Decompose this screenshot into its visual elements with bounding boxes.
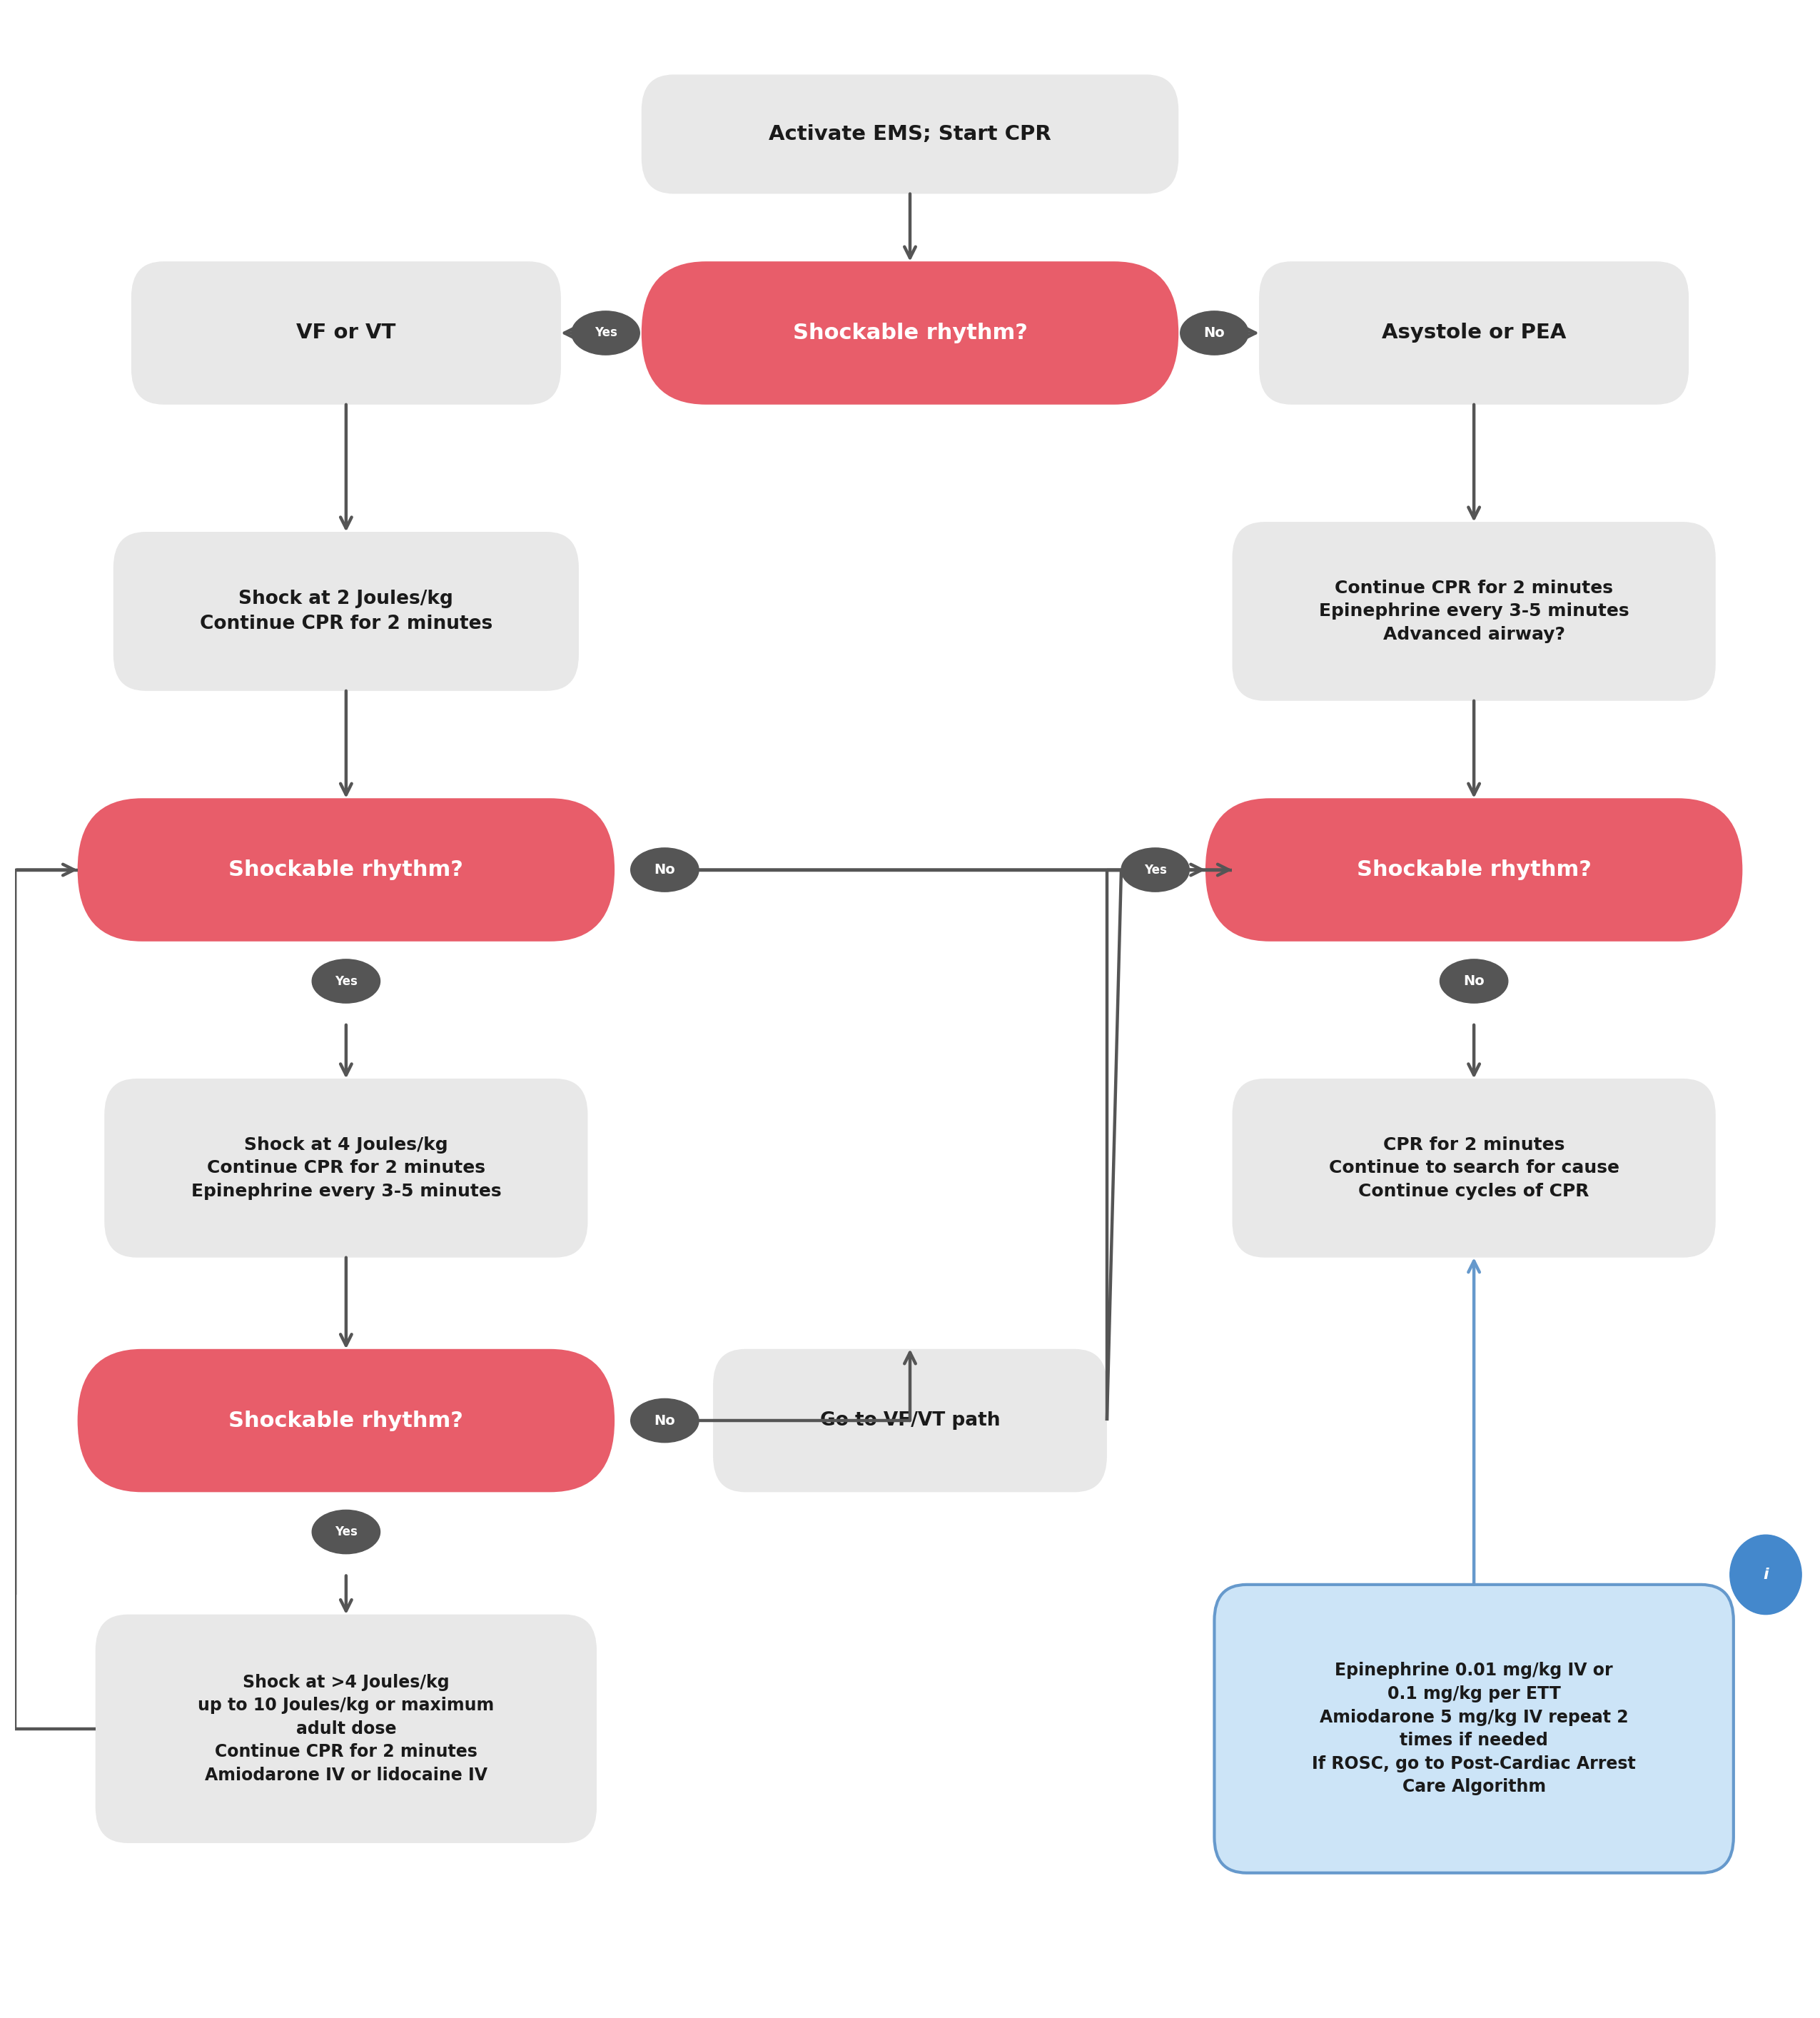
Text: No: No [653,864,675,876]
Text: Shock at 2 Joules/kg
Continue CPR for 2 minutes: Shock at 2 Joules/kg Continue CPR for 2 … [200,589,493,634]
FancyBboxPatch shape [1214,1584,1733,1873]
FancyBboxPatch shape [78,1348,615,1491]
FancyBboxPatch shape [713,1348,1107,1491]
Text: Yes: Yes [335,975,357,987]
Text: Epinephrine 0.01 mg/kg IV or
0.1 mg/kg per ETT
Amiodarone 5 mg/kg IV repeat 2
ti: Epinephrine 0.01 mg/kg IV or 0.1 mg/kg p… [1312,1663,1636,1796]
Text: Asystole or PEA: Asystole or PEA [1381,323,1567,343]
FancyBboxPatch shape [78,799,615,942]
Ellipse shape [311,959,380,1003]
Text: Shock at >4 Joules/kg
up to 10 Joules/kg or maximum
adult dose
Continue CPR for : Shock at >4 Joules/kg up to 10 Joules/kg… [198,1673,495,1784]
Text: VF or VT: VF or VT [297,323,395,343]
FancyBboxPatch shape [95,1614,597,1842]
FancyBboxPatch shape [113,533,579,690]
FancyBboxPatch shape [641,75,1179,194]
Text: Yes: Yes [335,1526,357,1538]
Ellipse shape [632,1398,699,1443]
Text: Shockable rhythm?: Shockable rhythm? [794,323,1026,343]
Text: No: No [1203,327,1225,339]
Text: Shock at 4 Joules/kg
Continue CPR for 2 minutes
Epinephrine every 3-5 minutes: Shock at 4 Joules/kg Continue CPR for 2 … [191,1136,501,1201]
Ellipse shape [632,848,699,892]
Text: No: No [1463,975,1485,989]
FancyBboxPatch shape [1259,262,1689,404]
Circle shape [1731,1536,1802,1614]
FancyBboxPatch shape [131,262,561,404]
Text: Go to VF/VT path: Go to VF/VT path [819,1411,1001,1431]
FancyBboxPatch shape [1232,1078,1716,1257]
Text: i: i [1764,1568,1769,1582]
Text: Yes: Yes [1145,864,1167,876]
Text: CPR for 2 minutes
Continue to search for cause
Continue cycles of CPR: CPR for 2 minutes Continue to search for… [1329,1136,1620,1201]
Text: Yes: Yes [595,327,617,339]
Text: Shockable rhythm?: Shockable rhythm? [229,1411,464,1431]
Text: Shockable rhythm?: Shockable rhythm? [1356,860,1591,880]
Ellipse shape [571,311,639,355]
Text: Shockable rhythm?: Shockable rhythm? [229,860,464,880]
Ellipse shape [1121,848,1188,892]
Ellipse shape [311,1509,380,1554]
FancyBboxPatch shape [1205,799,1742,942]
Text: No: No [653,1415,675,1427]
Text: Continue CPR for 2 minutes
Epinephrine every 3-5 minutes
Advanced airway?: Continue CPR for 2 minutes Epinephrine e… [1320,579,1629,644]
Ellipse shape [1440,959,1509,1003]
FancyBboxPatch shape [1232,523,1716,700]
FancyBboxPatch shape [641,262,1179,404]
FancyBboxPatch shape [104,1078,588,1257]
Ellipse shape [1181,311,1249,355]
Text: Activate EMS; Start CPR: Activate EMS; Start CPR [768,125,1052,143]
